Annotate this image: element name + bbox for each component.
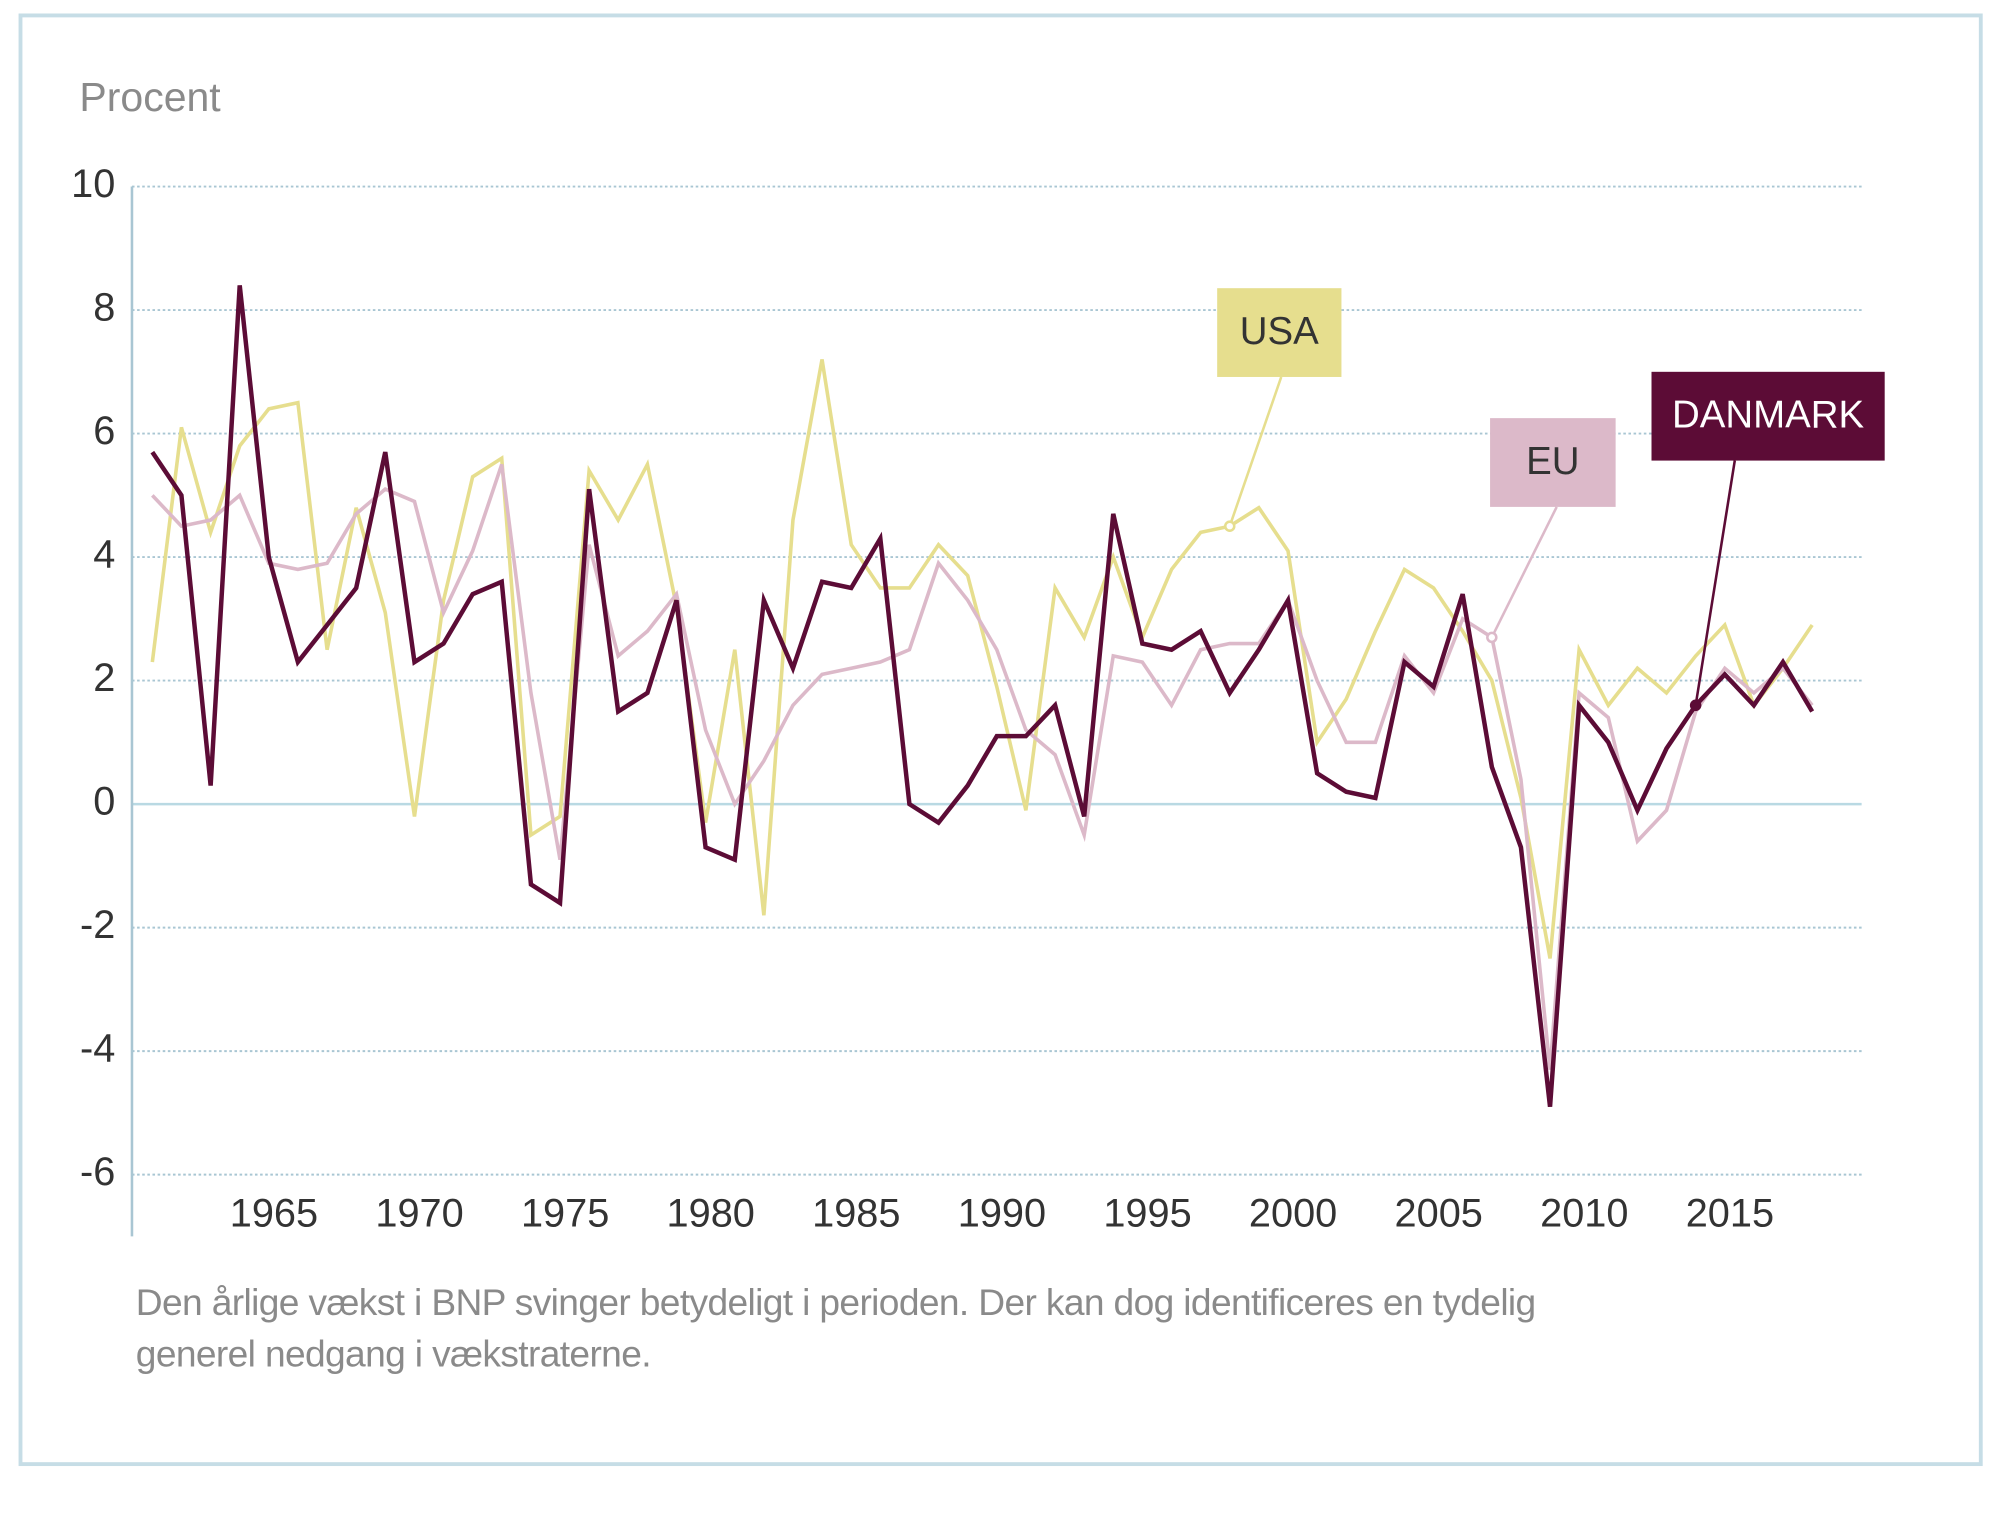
- label-pointer: [1228, 376, 1283, 527]
- legend-label: DANMARK: [1672, 394, 1864, 437]
- x-tick-label: 1990: [958, 1191, 1046, 1235]
- y-tick-label: -4: [80, 1027, 115, 1071]
- caption-box: Den årlige vækst i BNP svinger betydelig…: [135, 1282, 1536, 1376]
- y-tick-label: 4: [93, 533, 115, 577]
- y-tick-label: 8: [93, 286, 115, 330]
- label-point: [1689, 699, 1702, 712]
- label-point: [1223, 520, 1236, 532]
- y-tick-label: 0: [93, 780, 115, 824]
- series-line: [151, 463, 1814, 1070]
- label-pointer: [1490, 506, 1558, 638]
- x-tick-label: 2015: [1686, 1191, 1774, 1235]
- y-tick-label: 6: [93, 409, 115, 453]
- y-axis-label: Procent: [79, 74, 221, 120]
- frame: [18, 13, 1983, 1467]
- x-tick-label: 2000: [1249, 1191, 1337, 1235]
- lines: [150, 285, 1815, 1107]
- series-line: [150, 285, 1815, 1107]
- series-line: [150, 359, 1814, 959]
- grid: -6 -4 -2 0 2 4 6 8 10 1965 1970 1975 1980 1985 1990 199…: [71, 162, 1862, 1237]
- y-tick-label: 10: [71, 162, 115, 206]
- x-tick-label: 1985: [812, 1191, 900, 1235]
- label-point: [1486, 631, 1498, 644]
- y-tick-label: -2: [80, 903, 115, 947]
- x-tick-label: 1995: [1103, 1191, 1191, 1235]
- y-tick-label: 2: [93, 656, 115, 700]
- x-tick-label: 2005: [1395, 1191, 1483, 1235]
- legend-label: EU: [1526, 440, 1579, 483]
- x-tick-label: 2010: [1540, 1191, 1628, 1235]
- x-tick-label: 1975: [521, 1191, 609, 1235]
- y-tick-label: -6: [80, 1150, 115, 1194]
- label-box: [1217, 288, 1342, 377]
- x-tick-label: 1970: [375, 1191, 463, 1235]
- x-tick-label: 1965: [230, 1191, 318, 1235]
- label-box: [1490, 418, 1616, 507]
- series-labels: USA EU DANMARK: [1217, 288, 1885, 712]
- x-tick-label: 1980: [667, 1191, 755, 1235]
- label-box: [1651, 371, 1885, 461]
- legend-label: USA: [1240, 310, 1319, 353]
- label-pointer: [1694, 460, 1737, 706]
- caption: Den årlige vækst i BNP svinger betydelig…: [135, 1282, 1536, 1376]
